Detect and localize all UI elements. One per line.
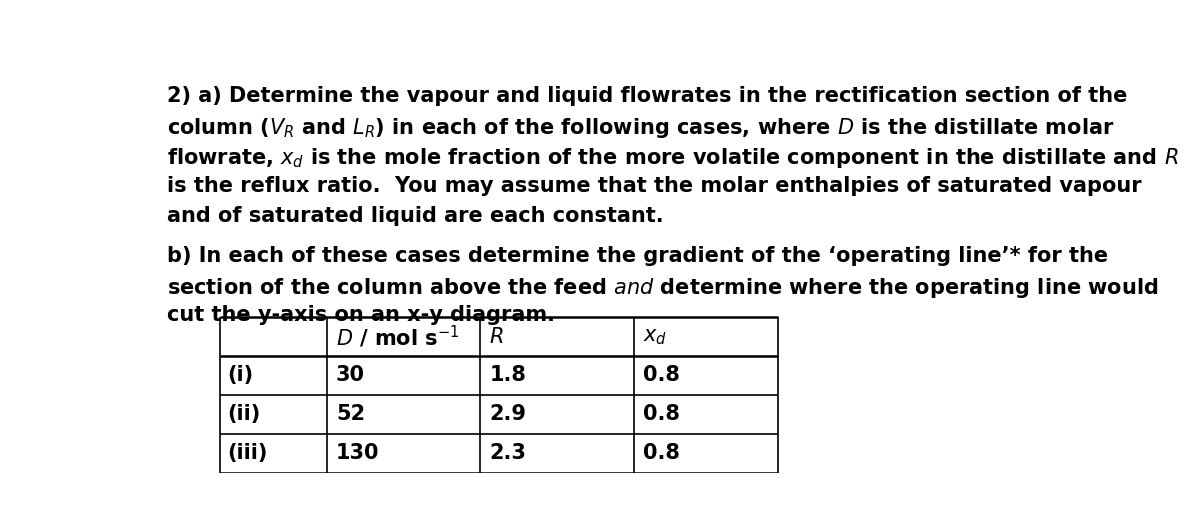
Text: 30: 30 <box>336 365 365 386</box>
Text: (i): (i) <box>227 365 253 386</box>
Text: (iii): (iii) <box>227 443 268 463</box>
Text: column ($\mathit{V}_R$ and $\mathit{L}_R$) in each of the following cases, where: column ($\mathit{V}_R$ and $\mathit{L}_R… <box>167 116 1115 140</box>
Text: $\mathit{D}$ / mol s$^{-1}$: $\mathit{D}$ / mol s$^{-1}$ <box>336 323 460 350</box>
Text: b) In each of these cases determine the gradient of the ‘operating line’* for th: b) In each of these cases determine the … <box>167 246 1108 266</box>
Text: is the reflux ratio.  You may assume that the molar enthalpies of saturated vapo: is the reflux ratio. You may assume that… <box>167 176 1141 196</box>
Text: (ii): (ii) <box>227 404 260 424</box>
Text: 0.8: 0.8 <box>643 404 679 424</box>
Text: $\mathit{x}_d$: $\mathit{x}_d$ <box>643 327 667 347</box>
Text: flowrate, $\mathit{x}_d$ is the mole fraction of the more volatile component in : flowrate, $\mathit{x}_d$ is the mole fra… <box>167 146 1178 170</box>
Text: 0.8: 0.8 <box>643 443 679 463</box>
Text: 0.8: 0.8 <box>643 365 679 386</box>
Text: 130: 130 <box>336 443 379 463</box>
Text: 2.9: 2.9 <box>490 404 527 424</box>
Text: 52: 52 <box>336 404 365 424</box>
Text: cut the y-axis on an x-y diagram.: cut the y-axis on an x-y diagram. <box>167 305 554 326</box>
Text: $\mathit{R}$: $\mathit{R}$ <box>490 327 504 347</box>
Text: 2.3: 2.3 <box>490 443 527 463</box>
Text: 2) a) Determine the vapour and liquid flowrates in the rectification section of : 2) a) Determine the vapour and liquid fl… <box>167 86 1127 106</box>
Text: section of the column above the feed $\mathit{and}$ determine where the operatin: section of the column above the feed $\m… <box>167 276 1158 299</box>
Text: and of saturated liquid are each constant.: and of saturated liquid are each constan… <box>167 205 664 226</box>
Text: 1.8: 1.8 <box>490 365 527 386</box>
